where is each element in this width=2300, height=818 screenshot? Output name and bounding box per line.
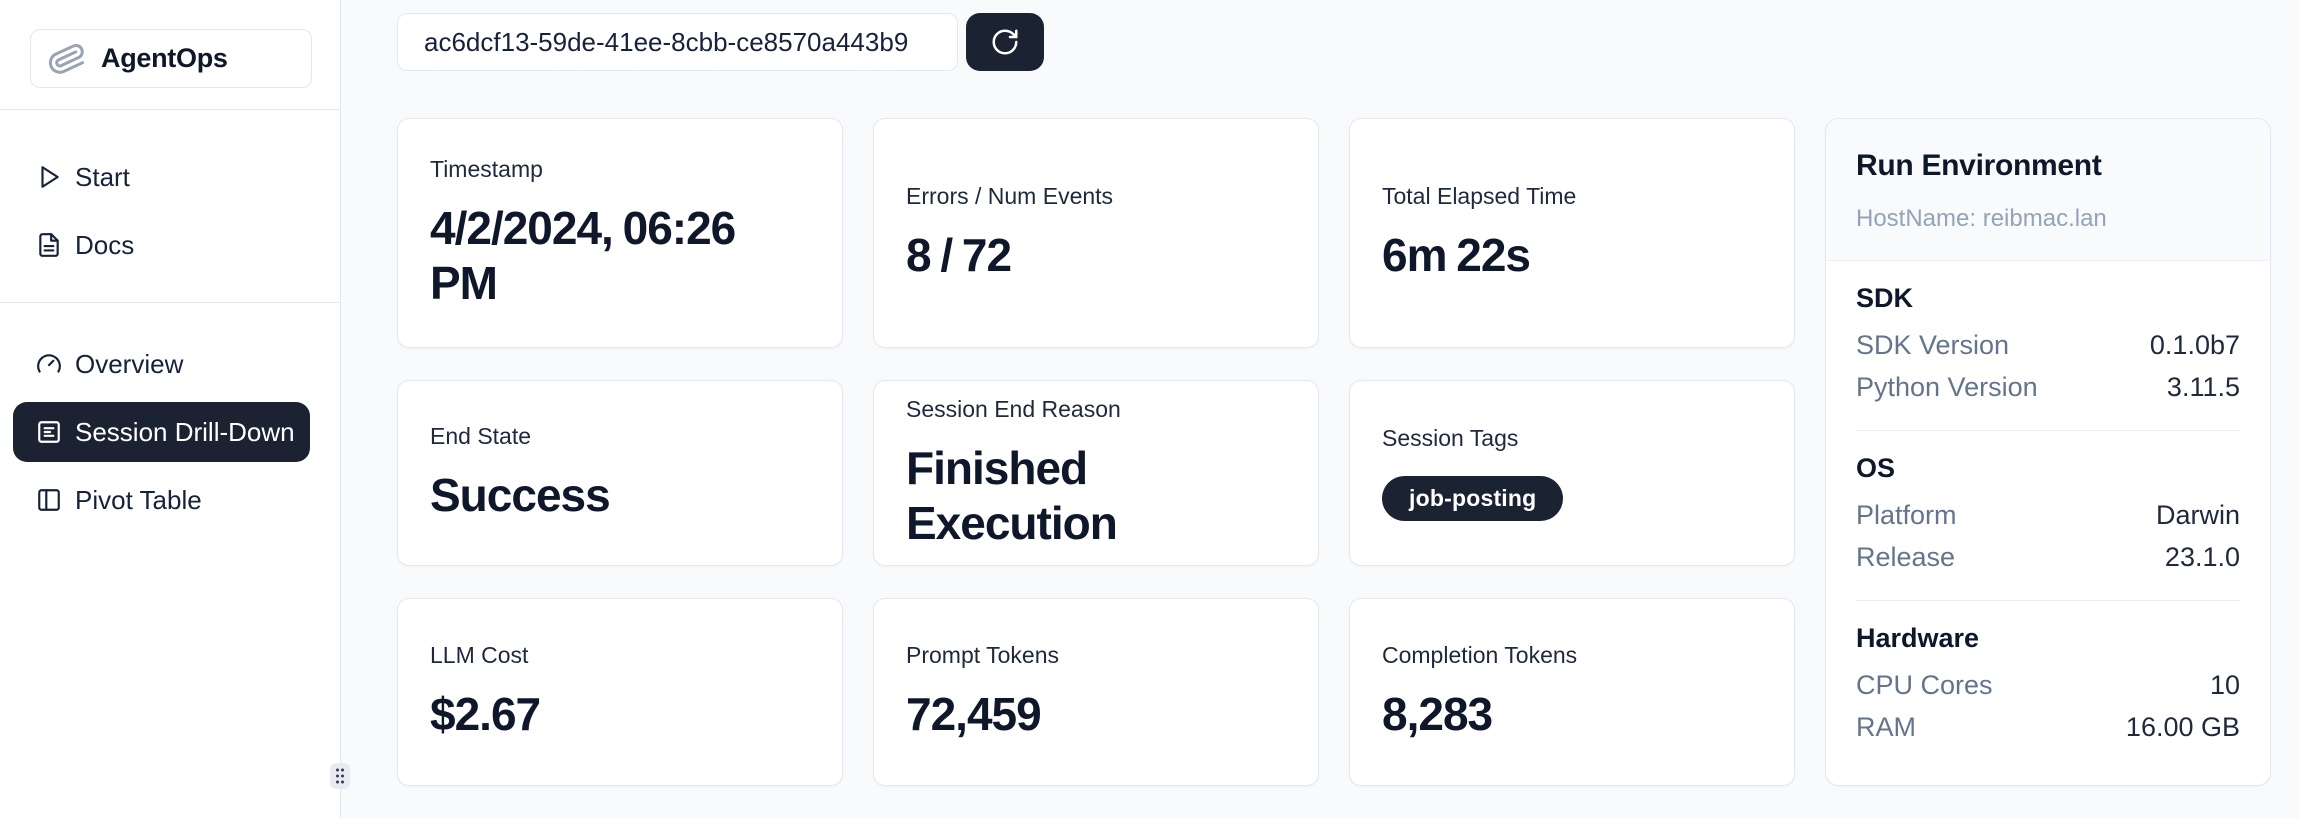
card-completion-tokens: Completion Tokens 8,283 <box>1349 598 1795 786</box>
sidebar-drag-handle-icon[interactable] <box>330 763 350 789</box>
env-row-value: 3.11.5 <box>2166 372 2240 402</box>
sidebar-resize-divider <box>340 0 341 818</box>
document-icon <box>39 233 59 257</box>
card-value: 4/2/2024, 06:26 PM <box>430 202 736 309</box>
card-value: Finished Execution <box>906 442 1118 549</box>
env-row-value: Darwin <box>2155 500 2240 530</box>
sidebar-item-label: Session Drill-Down <box>75 416 295 447</box>
env-row-value: 23.1.0 <box>2164 542 2240 572</box>
sidebar-item-label: Pivot Table <box>75 484 202 515</box>
sidebar: AgentOps Start Docs Overview <box>0 0 340 818</box>
agentops-logo-icon <box>48 43 85 74</box>
card-errors-num-events: Errors / Num Events 8 / 72 <box>873 118 1319 348</box>
card-session-end-reason: Session End Reason Finished Execution <box>873 380 1319 566</box>
card-total-elapsed-time: Total Elapsed Time 6m 22s <box>1349 118 1795 348</box>
env-section-heading: OS <box>1856 453 1896 483</box>
card-label: Session Tags <box>1382 425 1519 451</box>
card-session-tags: Session Tags job-posting <box>1349 380 1795 566</box>
session-tag-badge: job-posting <box>1382 476 1564 521</box>
env-row-label: Platform <box>1856 500 1957 530</box>
list-box-icon <box>38 421 60 443</box>
card-value: Success <box>430 469 611 522</box>
env-row: CPU Cores 10 <box>1856 664 2240 706</box>
sidebar-item-start[interactable]: Start <box>13 147 310 207</box>
session-topbar <box>397 13 2300 71</box>
env-section-os: OS Platform Darwin Release 23.1.0 <box>1856 431 2240 601</box>
env-row-label: Release <box>1856 542 1956 572</box>
card-label: Total Elapsed Time <box>1382 183 1577 210</box>
main-content: Timestamp 4/2/2024, 06:26 PM Errors / Nu… <box>341 0 2300 818</box>
card-value: 72,459 <box>906 688 1042 741</box>
env-row: RAM 16.00 GB <box>1856 706 2240 748</box>
env-row-value: 16.00 GB <box>2125 712 2240 742</box>
env-row: SDK Version 0.1.0b7 <box>1856 324 2240 366</box>
env-row-label: SDK Version <box>1856 330 2010 360</box>
card-label: End State <box>430 423 532 450</box>
sidebar-item-label: Start <box>75 161 130 192</box>
card-end-state: End State Success <box>397 380 843 566</box>
sidebar-nav-pages: Overview Session Drill-Down Pivot Table <box>0 334 340 530</box>
env-section-heading: Hardware <box>1856 623 1980 653</box>
sidebar-item-label: Overview <box>75 348 184 379</box>
run-environment-title: Run Environment <box>1856 149 2102 182</box>
brand-logo-box[interactable]: AgentOps <box>30 29 312 88</box>
sidebar-item-label: Docs <box>75 229 135 260</box>
card-value: 8 / 72 <box>906 229 1012 282</box>
env-row-label: CPU Cores <box>1856 670 1993 700</box>
env-row-value: 0.1.0b7 <box>2149 330 2240 360</box>
env-row-value: 10 <box>2209 670 2240 700</box>
gauge-icon <box>37 354 61 373</box>
sidebar-item-overview[interactable]: Overview <box>13 334 310 394</box>
card-llm-cost: LLM Cost $2.67 <box>397 598 843 786</box>
metrics-grid: Timestamp 4/2/2024, 06:26 PM Errors / Nu… <box>397 118 2300 786</box>
env-section-hardware: Hardware CPU Cores 10 RAM 16.00 GB <box>1856 601 2240 770</box>
card-label: Timestamp <box>430 156 543 183</box>
card-label: Prompt Tokens <box>906 642 1059 669</box>
card-label: Session End Reason <box>906 396 1121 423</box>
session-id-input[interactable] <box>397 13 958 71</box>
sidebar-divider <box>0 109 340 110</box>
env-row-label: RAM <box>1856 712 1916 742</box>
env-row-label: Python Version <box>1856 372 2038 402</box>
card-timestamp: Timestamp 4/2/2024, 06:26 PM <box>397 118 843 348</box>
sidebar-item-pivot-table[interactable]: Pivot Table <box>13 470 310 530</box>
run-environment-panel: Run Environment HostName: reibmac.lan SD… <box>1825 118 2271 786</box>
card-prompt-tokens: Prompt Tokens 72,459 <box>873 598 1319 786</box>
run-environment-body: SDK SDK Version 0.1.0b7 Python Version 3… <box>1826 261 2270 785</box>
card-value: $2.67 <box>430 688 541 741</box>
env-section-heading: SDK <box>1856 283 1914 313</box>
card-label: Errors / Num Events <box>906 183 1114 210</box>
panel-columns-icon <box>38 489 60 511</box>
run-environment-header: Run Environment HostName: reibmac.lan <box>1826 119 2270 261</box>
env-row: Platform Darwin <box>1856 494 2240 536</box>
card-label: Completion Tokens <box>1382 642 1578 669</box>
refresh-icon <box>992 29 1018 55</box>
card-label: LLM Cost <box>430 642 529 669</box>
hostname-text: HostName: reibmac.lan <box>1856 205 2107 232</box>
card-value: 8,283 <box>1382 688 1493 741</box>
env-section-sdk: SDK SDK Version 0.1.0b7 Python Version 3… <box>1856 261 2240 431</box>
env-row: Release 23.1.0 <box>1856 536 2240 578</box>
sidebar-nav-top: Start Docs <box>0 147 340 275</box>
sidebar-item-session-drill-down[interactable]: Session Drill-Down <box>13 402 310 462</box>
sidebar-divider <box>0 302 340 303</box>
sidebar-item-docs[interactable]: Docs <box>13 215 310 275</box>
card-value: 6m 22s <box>1382 229 1531 282</box>
refresh-button[interactable] <box>966 13 1044 71</box>
play-icon <box>41 166 59 188</box>
env-row: Python Version 3.11.5 <box>1856 366 2240 408</box>
brand-name: AgentOps <box>101 43 228 73</box>
